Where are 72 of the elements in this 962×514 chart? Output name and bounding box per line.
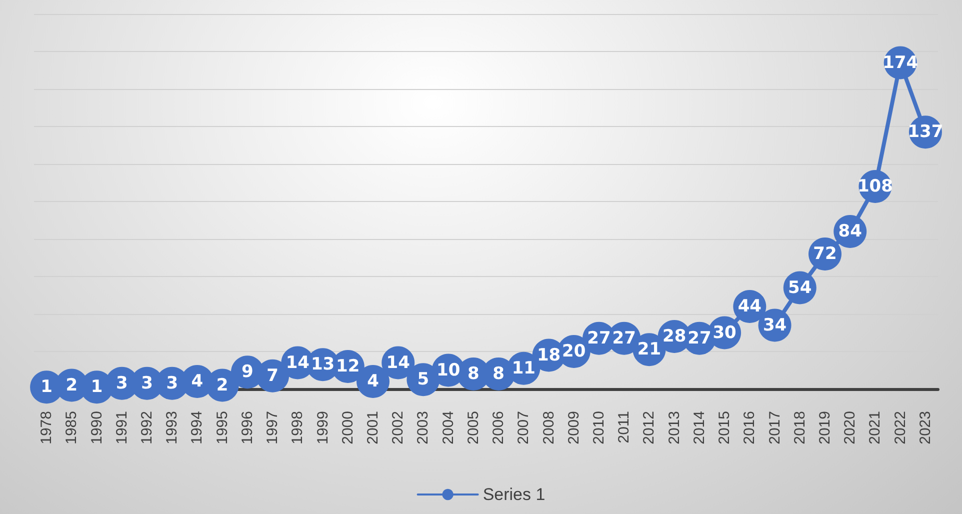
data-label: 7 — [266, 366, 278, 386]
data-label: 21 — [637, 340, 662, 360]
data-label: 54 — [788, 278, 812, 298]
data-label: 28 — [662, 326, 686, 346]
data-label: 13 — [310, 354, 335, 375]
x-tick-label: 1999 — [314, 411, 332, 444]
data-label: 27 — [612, 328, 636, 348]
data-label: 4 — [367, 372, 380, 392]
x-tick-label: 2012 — [640, 411, 658, 444]
legend-label: Series 1 — [482, 485, 546, 504]
data-label: 3 — [166, 373, 178, 394]
x-tick-label: 2019 — [816, 411, 834, 444]
x-tick-label: 2013 — [666, 411, 683, 444]
data-label: 18 — [536, 345, 561, 366]
data-label: 8 — [468, 364, 480, 384]
data-label: 27 — [688, 328, 712, 348]
data-label: 44 — [738, 296, 762, 316]
data-label: 3 — [141, 373, 153, 394]
x-tick-label: 2021 — [866, 411, 884, 444]
x-tick-label: 2014 — [690, 411, 708, 444]
data-label: 11 — [512, 358, 536, 378]
x-tick-label: 1998 — [289, 411, 306, 444]
x-tick-label: 2010 — [590, 411, 608, 444]
x-tick-label: 2000 — [339, 411, 356, 444]
data-label: 2 — [216, 375, 228, 396]
x-tick-label: 2002 — [390, 411, 407, 444]
x-tick-label: 1991 — [113, 411, 130, 444]
x-tick-label: 2009 — [565, 411, 582, 444]
data-label: 3 — [116, 373, 128, 394]
x-tick-label: 2005 — [464, 411, 482, 444]
x-tick-label: 2006 — [490, 411, 508, 444]
data-label: 108 — [857, 176, 893, 196]
data-label: 4 — [191, 372, 204, 392]
data-label: 9 — [242, 362, 254, 382]
x-tick-label: 1992 — [138, 411, 156, 444]
x-tick-label: 2017 — [766, 411, 784, 444]
data-label: 137 — [908, 122, 944, 142]
data-label: 12 — [336, 356, 360, 376]
x-tick-label: 1985 — [63, 411, 80, 444]
data-label: 14 — [386, 352, 410, 373]
x-tick-label: 1978 — [38, 411, 56, 444]
x-tick-label: 2016 — [741, 411, 758, 444]
x-tick-label: 2023 — [916, 411, 934, 444]
x-tick-label: 2018 — [791, 411, 808, 444]
data-label: 1 — [40, 377, 52, 398]
x-tick-label: 2008 — [540, 411, 558, 444]
x-tick-label: 2015 — [716, 411, 734, 444]
data-label: 1 — [90, 377, 103, 398]
x-tick-label: 2020 — [842, 411, 859, 444]
data-label: 10 — [436, 360, 460, 380]
data-label: 2 — [66, 375, 78, 396]
x-tick-label: 2022 — [892, 411, 909, 444]
x-tick-label: 1993 — [164, 411, 181, 444]
x-tick-label: 2003 — [414, 411, 432, 444]
x-tick-label: 1995 — [214, 411, 231, 444]
x-tick-label: 1996 — [238, 411, 256, 444]
data-label: 27 — [587, 328, 611, 348]
data-label: 20 — [562, 342, 586, 362]
x-tick-label: 2004 — [440, 411, 457, 444]
x-tick-label: 2007 — [515, 411, 532, 444]
data-label: 5 — [417, 370, 430, 390]
x-tick-label: 1994 — [188, 411, 206, 444]
x-tick-label: 2001 — [364, 411, 382, 444]
x-tick-label: 1990 — [88, 411, 106, 444]
data-label: 72 — [813, 244, 837, 264]
data-label: 84 — [838, 222, 862, 242]
x-tick-label: 2011 — [616, 411, 633, 444]
x-tick-label: 1997 — [264, 411, 282, 444]
data-label: 8 — [492, 364, 504, 384]
data-label: 30 — [712, 322, 737, 343]
data-label: 34 — [762, 315, 787, 336]
data-label: 14 — [286, 352, 310, 373]
